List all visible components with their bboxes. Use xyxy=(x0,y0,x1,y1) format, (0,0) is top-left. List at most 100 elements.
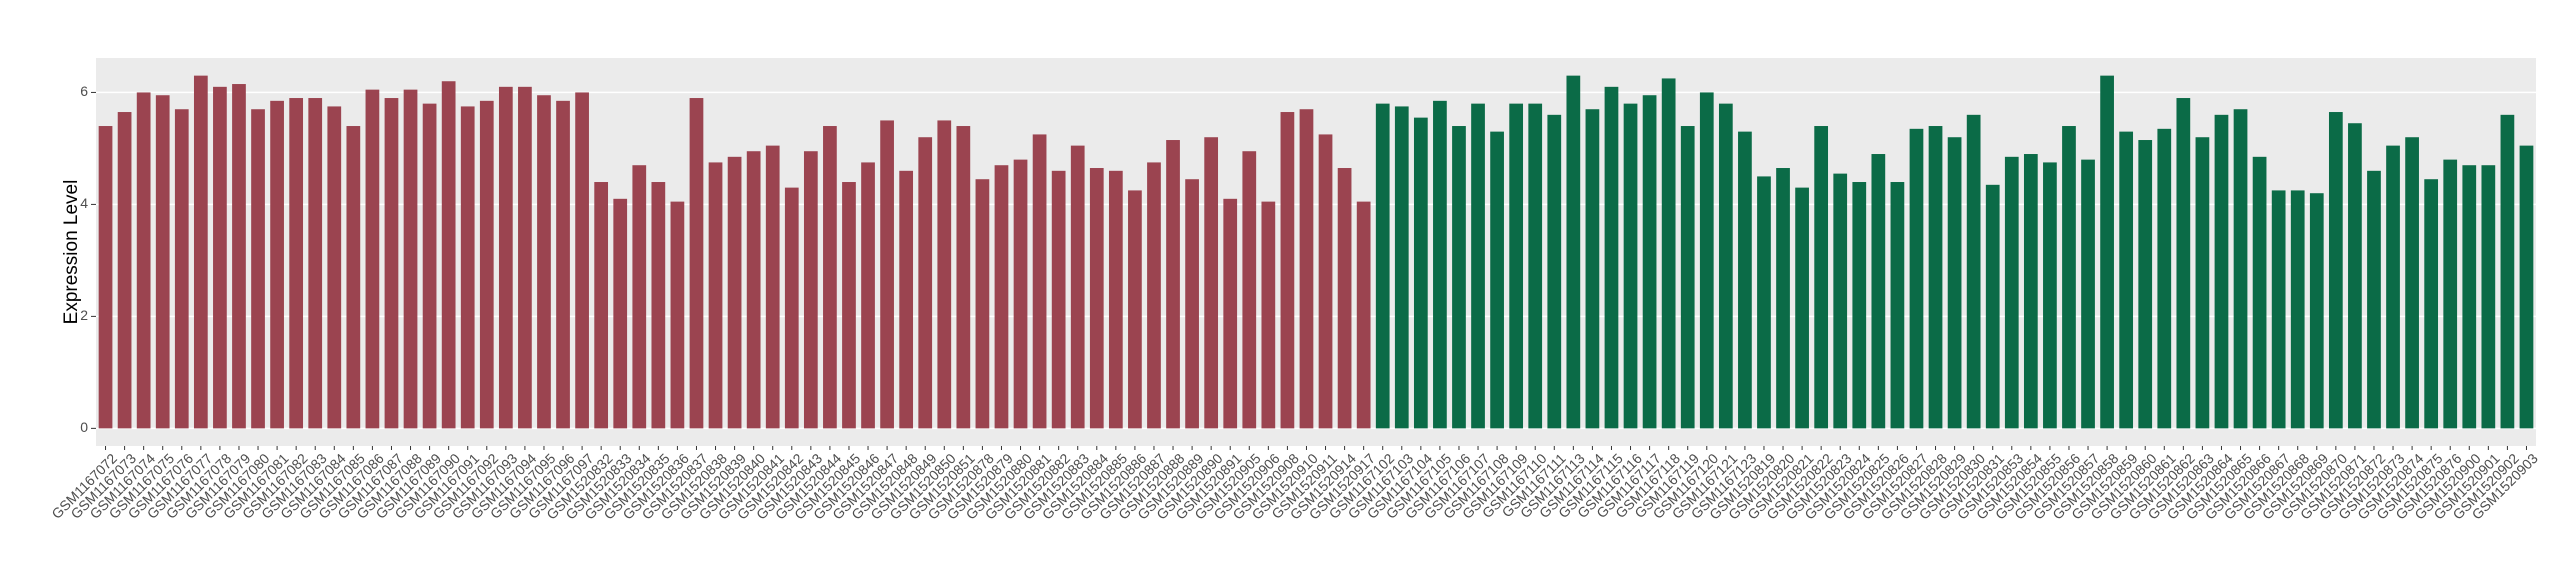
bar xyxy=(1833,173,1848,429)
bar xyxy=(2004,156,2019,429)
bar xyxy=(765,145,780,429)
bar xyxy=(1413,117,1428,429)
bar xyxy=(2252,156,2267,429)
bar xyxy=(651,182,666,429)
bar xyxy=(2043,162,2057,429)
bar xyxy=(689,98,704,429)
bar xyxy=(460,106,475,429)
bar xyxy=(975,179,990,429)
bar xyxy=(251,109,265,429)
bar xyxy=(2405,137,2419,429)
bar xyxy=(1680,126,1695,429)
bar xyxy=(1166,140,1180,429)
bar xyxy=(1528,103,1543,429)
bar xyxy=(1147,162,1161,429)
bar xyxy=(98,126,113,429)
bar xyxy=(1852,182,1867,429)
bar xyxy=(2157,128,2172,429)
bar xyxy=(1356,201,1371,429)
bar xyxy=(1070,145,1085,429)
bar xyxy=(1604,86,1619,429)
bar xyxy=(746,151,761,429)
bar xyxy=(1337,168,1352,429)
bar xyxy=(2023,154,2038,429)
y-tick-label: 2 xyxy=(80,307,88,323)
bar xyxy=(2519,145,2534,429)
bar xyxy=(994,165,1009,429)
bar xyxy=(1471,103,1485,429)
bar xyxy=(823,126,837,429)
bar xyxy=(537,95,551,429)
bar xyxy=(2176,98,2191,429)
bar xyxy=(1261,201,1276,429)
bar xyxy=(441,81,456,429)
y-tick-label: 0 xyxy=(80,419,88,435)
bar xyxy=(232,84,246,429)
bar xyxy=(1623,103,1638,429)
bar xyxy=(2100,75,2114,429)
bar xyxy=(1452,126,1466,429)
bar xyxy=(670,201,685,429)
bar xyxy=(1661,78,1676,429)
bar xyxy=(1890,182,1905,429)
bar xyxy=(365,89,380,429)
bar xyxy=(1566,75,1581,429)
bar xyxy=(308,98,323,429)
bar xyxy=(880,120,894,429)
bar xyxy=(594,182,609,429)
bar xyxy=(2462,165,2477,429)
bar xyxy=(2119,131,2134,429)
bar xyxy=(213,86,227,429)
bar xyxy=(1128,190,1142,429)
bar xyxy=(842,182,856,429)
bar xyxy=(498,86,513,429)
bar xyxy=(1185,179,1199,429)
bar xyxy=(2500,114,2515,429)
bar xyxy=(1433,100,1447,429)
bar xyxy=(2443,159,2458,429)
bar xyxy=(1928,126,1943,429)
bar xyxy=(1585,109,1600,429)
bar xyxy=(1718,103,1733,429)
bar xyxy=(1814,126,1829,429)
bar xyxy=(384,98,399,429)
bar xyxy=(422,103,437,429)
bar xyxy=(1871,154,1886,429)
bar xyxy=(1204,137,1219,429)
bar xyxy=(2081,159,2095,429)
bar xyxy=(2062,126,2076,429)
bar xyxy=(289,98,304,429)
bar xyxy=(803,151,818,429)
bar xyxy=(2348,123,2362,429)
bar xyxy=(193,75,208,429)
bar xyxy=(937,120,952,429)
bar xyxy=(632,165,647,429)
bar xyxy=(1947,137,1962,429)
bar xyxy=(861,162,875,429)
bar xyxy=(2481,165,2496,429)
bar xyxy=(136,92,151,429)
bar xyxy=(327,106,342,429)
bar xyxy=(918,137,933,429)
bar xyxy=(1795,187,1809,429)
bar xyxy=(2424,179,2439,429)
y-tick-label: 6 xyxy=(80,83,88,99)
bar xyxy=(1242,151,1257,429)
bar xyxy=(1223,198,1238,429)
bar xyxy=(1509,103,1524,429)
bar xyxy=(1032,134,1047,429)
bar xyxy=(956,126,971,429)
bar xyxy=(2138,140,2153,429)
bar xyxy=(403,89,418,429)
bar xyxy=(1318,134,1333,429)
bar xyxy=(1280,112,1295,429)
bar xyxy=(1051,170,1066,429)
bar xyxy=(1642,95,1657,429)
y-axis-title: Expression Level xyxy=(61,180,82,325)
bar xyxy=(1013,159,1028,429)
bar xyxy=(518,86,532,429)
bar xyxy=(899,170,914,429)
bar xyxy=(784,187,799,429)
bar xyxy=(1394,106,1409,429)
